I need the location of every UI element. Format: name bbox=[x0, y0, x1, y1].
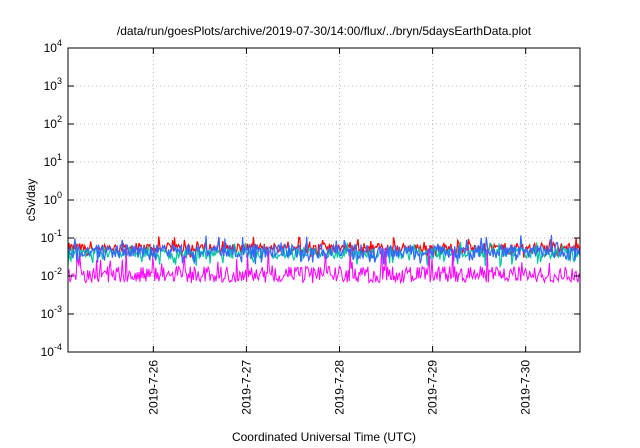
y-tick-label: 10-4 bbox=[41, 342, 62, 359]
series-line-3 bbox=[67, 234, 581, 265]
y-tick-label: 103 bbox=[44, 76, 62, 93]
series-line-4 bbox=[67, 247, 581, 285]
x-tick-label: 2019-7-27 bbox=[239, 360, 253, 415]
x-tick-label: 2019-7-26 bbox=[146, 360, 160, 415]
x-tick-label: 2019-7-30 bbox=[519, 360, 533, 415]
y-tick-label: 10-3 bbox=[41, 304, 62, 321]
grid-lines bbox=[68, 48, 580, 352]
y-tick-label: 102 bbox=[44, 114, 62, 131]
series-layer bbox=[67, 234, 581, 285]
chart-title: /data/run/goesPlots/archive/2019-07-30/1… bbox=[117, 24, 532, 38]
y-axis: 10-4 10-3 10-2 10-1 100 101 102 103 104 bbox=[41, 38, 580, 359]
x-tick-label: 2019-7-29 bbox=[426, 360, 440, 415]
y-tick-label: 10-1 bbox=[41, 228, 62, 245]
y-tick-label: 101 bbox=[44, 152, 62, 169]
y-tick-label: 104 bbox=[44, 38, 62, 55]
y-tick-label: 100 bbox=[44, 190, 62, 207]
y-tick-label: 10-2 bbox=[41, 266, 62, 283]
x-axis-label: Coordinated Universal Time (UTC) bbox=[232, 430, 416, 444]
x-axis: 2019-7-26 2019-7-27 2019-7-28 2019-7-29 2019… bbox=[146, 48, 533, 415]
y-axis-label: cSv/day bbox=[24, 179, 38, 222]
x-tick-label: 2019-7-28 bbox=[333, 360, 347, 415]
